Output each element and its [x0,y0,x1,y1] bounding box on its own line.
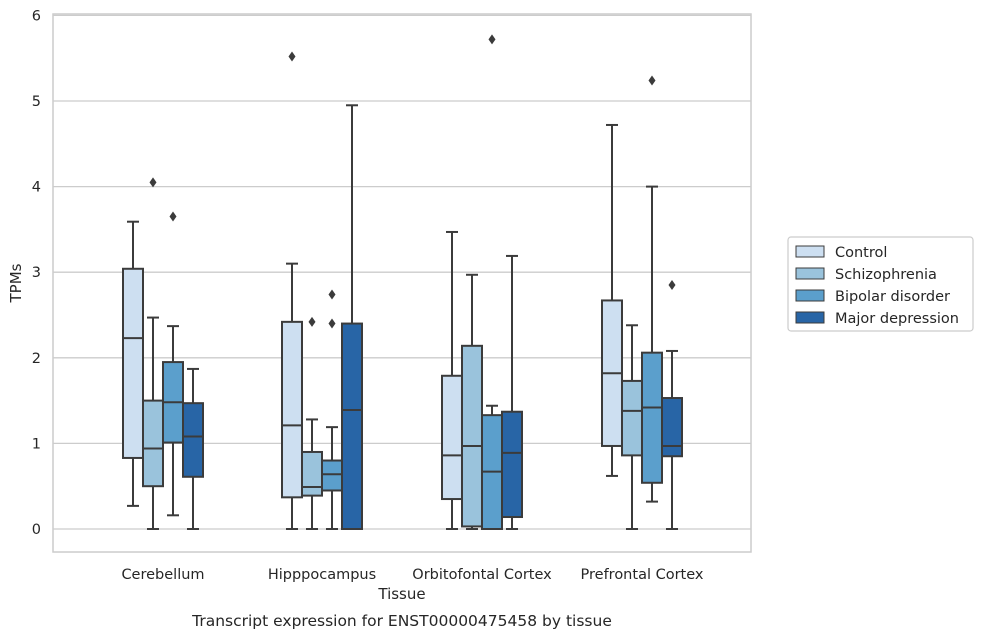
iqr-box [182,402,204,478]
iqr-box [122,267,144,459]
y-tick-label: 5 [32,94,41,110]
box-0-2 [162,211,184,517]
box-2-0 [441,230,463,530]
figure-caption: Transcript expression for ENST0000047545… [191,612,612,630]
plot-frame [52,13,752,553]
y-axis-label: TPMs [7,263,25,303]
x-tick-label: Hipppocampus [268,567,376,583]
iqr-box [661,397,683,458]
outlier-point [668,280,676,291]
outlier-point [488,34,496,45]
iqr-box [341,322,363,530]
iqr-box [461,344,483,528]
outlier-point [169,211,177,222]
box-3-2 [641,75,663,503]
box-3-0 [601,123,623,477]
box-0-3 [182,367,204,530]
outlier-point [328,289,336,300]
outlier-point [288,51,296,62]
outlier-point [648,75,656,86]
box-0-1 [142,177,164,530]
x-tick-label: Orbitofontal Cortex [412,567,552,583]
legend-frame [787,236,974,332]
iqr-box [641,351,663,484]
legend-swatch [795,267,825,280]
legend-swatch [795,289,825,302]
x-tick-label: Prefrontal Cortex [581,567,704,583]
y-tick-label: 0 [32,522,41,538]
outlier-point [308,316,316,327]
legend-swatch [795,245,825,258]
legend-entry: Schizophrenia [835,267,937,283]
y-axis-ticks: 0 1 2 3 4 5 6 [32,8,41,538]
x-tick-label: Cerebellum [121,567,204,583]
box-2-2 [481,34,503,531]
outlier-point [328,318,336,329]
x-axis-label: Tissue [377,585,425,603]
x-axis-ticks: Cerebellum Hipppocampus Orbitofontal Corte… [121,567,703,583]
plot-boxes [122,34,683,531]
legend-entry: Bipolar disorder [835,289,950,305]
box-3-1 [621,324,643,530]
box-1-0 [281,51,303,530]
box-2-1 [461,273,483,530]
box-3-3 [661,280,683,530]
box-0-0 [122,220,144,507]
box-1-3 [341,104,363,530]
iqr-box [142,399,164,488]
legend-entry: Major depression [835,311,959,327]
outlier-point [149,177,157,188]
iqr-box [501,410,523,519]
legend-swatch [795,311,825,324]
iqr-box [441,374,463,501]
y-tick-label: 4 [32,180,41,196]
iqr-box [281,320,303,499]
iqr-box [301,450,323,497]
y-tick-label: 3 [32,265,41,281]
y-tick-label: 6 [32,8,41,24]
iqr-box [621,379,643,457]
box-1-1 [301,316,323,530]
y-tick-label: 1 [32,436,41,452]
box-1-2 [321,289,343,530]
legend-entry: Control [835,245,887,261]
box-2-3 [501,254,523,530]
iqr-box [321,459,343,492]
legend: Control Schizophrenia Bipolar disorder Majo… [787,236,974,332]
y-tick-label: 2 [32,351,41,367]
